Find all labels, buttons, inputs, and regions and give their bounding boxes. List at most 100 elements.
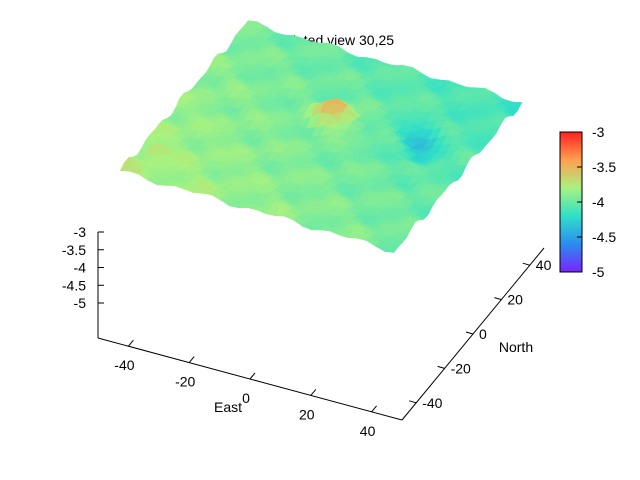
surface-facet — [181, 147, 196, 154]
surface-facet — [354, 90, 370, 99]
surface-facet — [330, 50, 346, 60]
surface-facet — [293, 135, 308, 141]
surface-facet — [257, 29, 273, 38]
surface-facet — [300, 180, 315, 186]
surface-facet — [365, 133, 380, 137]
surface-facet — [218, 53, 232, 58]
surface-facet — [381, 88, 397, 97]
surface-facet — [211, 123, 227, 130]
surface-facet — [230, 51, 246, 58]
surface-facet — [407, 67, 423, 74]
surface-facet — [257, 44, 272, 52]
surface-facet — [204, 160, 219, 168]
surface-facet — [473, 141, 488, 149]
surface-facet — [447, 171, 463, 176]
surface-facet — [196, 178, 212, 186]
surface-facet — [331, 160, 345, 169]
surface-facet — [214, 177, 229, 183]
surface-facet — [285, 54, 300, 58]
surface-facet — [397, 149, 412, 159]
surface-facet — [204, 146, 220, 155]
surface-facet — [392, 221, 407, 225]
surface-facet — [157, 119, 173, 126]
surface-facet — [302, 126, 317, 135]
surface-facet — [312, 155, 327, 162]
surface-facet — [274, 116, 290, 124]
surface-facet — [345, 89, 361, 98]
surface-facet — [200, 85, 216, 90]
surface-facet — [298, 65, 314, 73]
surface-facet — [358, 178, 374, 186]
surface-facet — [383, 228, 399, 237]
surface-facet — [397, 139, 412, 150]
surface-facet — [263, 79, 278, 83]
surface-facet — [291, 98, 307, 108]
surface-facet — [177, 149, 192, 155]
surface-facet — [258, 166, 274, 171]
surface-facet — [173, 154, 188, 162]
surface-facet — [227, 66, 242, 73]
surface-facet — [172, 142, 188, 150]
surface-facet — [297, 37, 313, 44]
surface-facet — [270, 136, 286, 140]
surface-facet — [329, 102, 344, 115]
surface-facet — [315, 112, 331, 129]
surface-facet — [395, 109, 411, 119]
surface-facet — [421, 90, 437, 97]
surface-facet — [417, 94, 433, 103]
surface-facet — [300, 86, 315, 94]
surface-facet — [243, 129, 258, 137]
surface-facet — [435, 102, 451, 110]
surface-facet — [364, 102, 380, 112]
surface-facet — [489, 92, 504, 100]
surface-facet — [269, 98, 285, 106]
surface-facet — [329, 129, 345, 137]
surface-facet — [362, 83, 378, 89]
y-tick-label: -40 — [422, 395, 442, 411]
surface-facet — [272, 67, 288, 77]
surface-facet — [320, 225, 335, 231]
surface-facet — [452, 164, 467, 173]
surface-facet — [317, 79, 333, 88]
surface-facet — [373, 200, 389, 208]
surface-facet — [155, 161, 171, 170]
surface-facet — [218, 76, 234, 85]
surface-facet — [280, 148, 295, 155]
surface-facet — [382, 205, 397, 212]
surface-facet — [342, 105, 357, 119]
surface-facet — [319, 101, 335, 114]
surface-facet — [314, 203, 329, 208]
surface-facet — [273, 197, 289, 204]
surface-facet — [223, 177, 238, 185]
surface-facet — [418, 111, 434, 120]
surface-facet — [271, 50, 287, 59]
surface-facet — [400, 103, 416, 111]
surface-facet — [480, 103, 496, 112]
surface-facet — [171, 122, 186, 125]
surface-facet — [403, 72, 418, 81]
surface-facet — [382, 101, 396, 106]
surface-facet — [485, 96, 501, 105]
surface-facet — [477, 133, 493, 143]
surface-facet — [373, 190, 387, 195]
surface-facet — [441, 120, 457, 128]
surface-facet — [182, 154, 198, 163]
surface-facet — [379, 142, 395, 152]
surface-facet — [404, 89, 418, 95]
surface-facet — [404, 112, 420, 121]
surface-facet — [226, 43, 242, 52]
surface-facet — [425, 169, 440, 175]
surface-facet — [391, 207, 407, 216]
surface-facet — [403, 99, 419, 104]
surface-facet — [255, 176, 271, 185]
surface-facet — [269, 110, 284, 117]
surface-facet — [459, 118, 474, 125]
surface-facet — [235, 138, 250, 145]
surface-facet — [188, 97, 203, 103]
surface-facet — [246, 85, 261, 89]
surface-facet — [155, 143, 170, 155]
surface-facet — [428, 126, 443, 141]
surface-facet — [221, 124, 237, 133]
surface-facet — [378, 115, 393, 124]
